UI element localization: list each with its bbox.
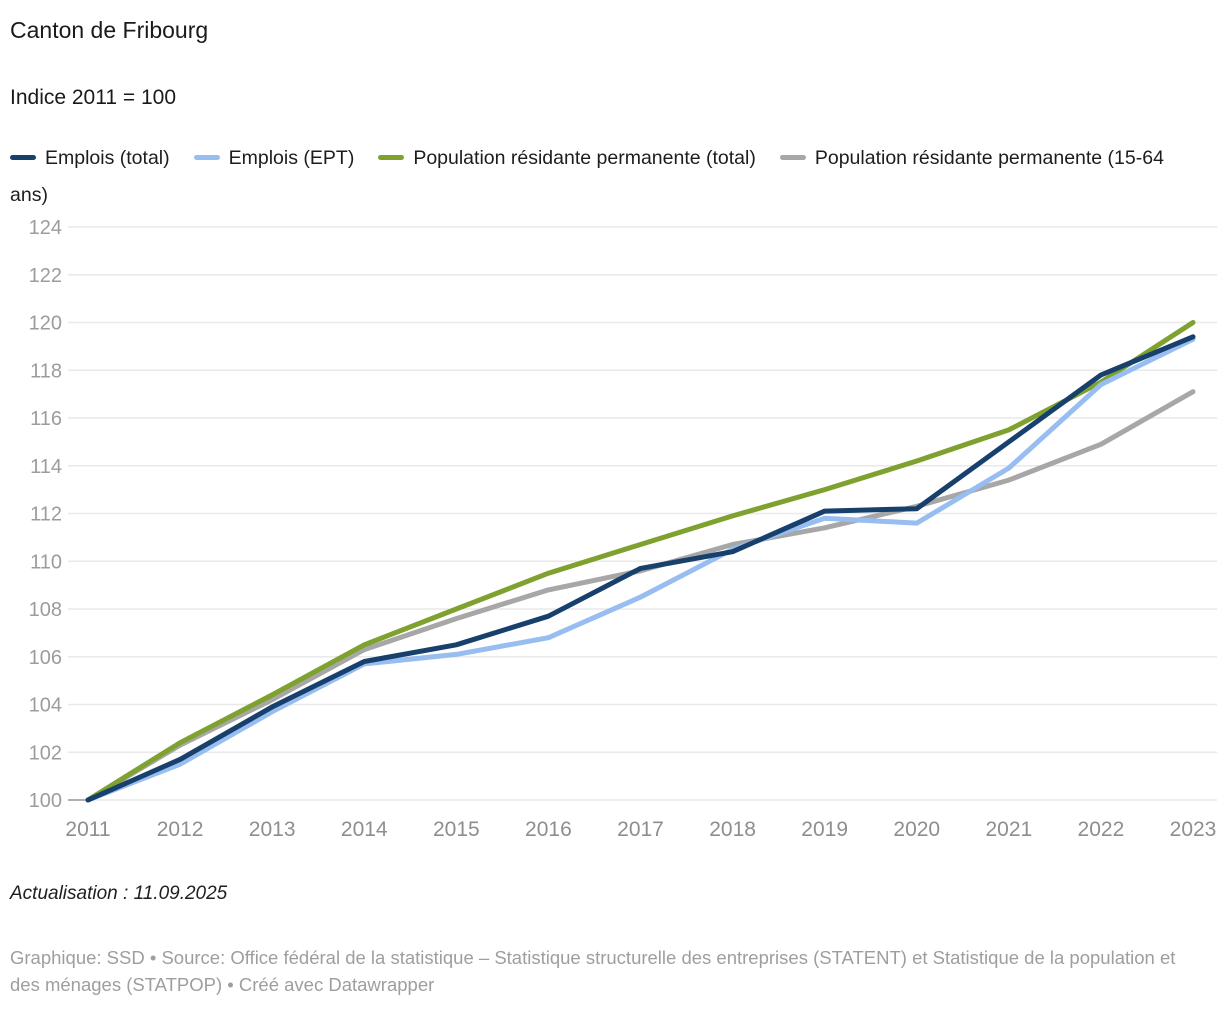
x-axis-label: 2019 [801,818,848,841]
y-axis-label: 124 [29,217,62,239]
series-line-emplois-ept [85,336,1196,803]
source-note: Graphique: SSD • Source: Office fédéral … [10,946,1176,996]
x-axis-label: 2022 [1078,818,1125,841]
y-axis-label: 114 [30,456,62,478]
legend-label: Emplois (total) [45,146,170,169]
legend-swatch [378,155,405,161]
x-axis-label: 2014 [341,818,388,841]
x-axis-label: 2012 [157,818,204,841]
y-axis-label: 118 [30,360,62,382]
legend-label: Population résidante permanente (total) [413,146,756,169]
legend-swatch [10,155,36,161]
x-axis-label: 2020 [893,818,940,841]
x-axis-label: 2013 [249,818,296,841]
legend-item-population-r-sidante-permanente-15-64-ans: Population résidante permanente (15-64 a… [10,147,1164,206]
legend: Emplois (total) Emplois (EPT) Population r… [10,140,1190,214]
x-axis-label: 2021 [985,818,1032,841]
chart-subtitle: Indice 2011 = 100 [10,85,177,109]
legend-swatch [193,155,220,161]
y-axis-label: 108 [29,599,62,621]
y-axis-label: 116 [30,408,62,430]
x-axis-label: 2023 [1170,818,1217,841]
legend-swatch [779,155,806,161]
legend-item-emplois-ept: Emplois (EPT) [193,146,355,169]
x-axis-label: 2016 [525,818,572,841]
plot-area: 100 102 104 106 108 110 112 114 116 118 120 122 124 2… [10,214,1217,854]
series-line-emplois-total [85,334,1196,803]
x-axis-label: 2015 [433,818,480,841]
series-line-population-r-sidante-permanente-total [85,319,1196,803]
legend-label: Emplois (EPT) [228,146,355,169]
y-axis-label: 102 [29,742,62,764]
y-axis-label: 112 [30,503,62,525]
legend-item-emplois-total: Emplois (total) [10,147,170,169]
y-axis-label: 104 [29,694,62,716]
x-axis-label: 2017 [617,818,664,841]
y-axis-label: 122 [29,265,62,287]
y-axis-label: 100 [29,790,62,812]
chart-title: Canton de Fribourg [10,17,209,43]
y-axis-label: 110 [30,551,62,573]
legend-label: Population résidante permanente (15-64 a… [10,146,1164,206]
y-axis-label: 106 [29,647,62,669]
legend-item-population-r-sidante-permanente-total: Population résidante permanente (total) [378,147,756,169]
x-axis-label: 2018 [709,818,756,841]
line-chart: 100 102 104 106 108 110 112 114 116 118 120 122 124 2… [29,217,1217,841]
update-note: Actualisation : 11.09.2025 [10,882,228,904]
x-axis-label: 2011 [65,818,110,841]
y-axis-label: 120 [29,312,62,334]
